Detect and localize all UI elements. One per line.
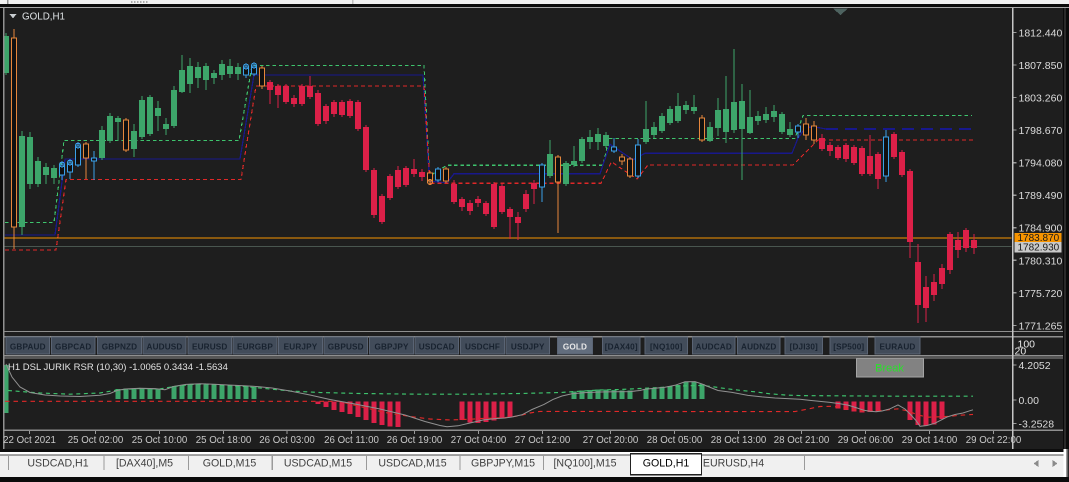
svg-text:EURUSD: EURUSD — [192, 343, 227, 352]
svg-text:GOLD,H1: GOLD,H1 — [22, 12, 65, 23]
svg-text:-3.2528: -3.2528 — [1019, 419, 1055, 431]
svg-text:USDJPY: USDJPY — [511, 343, 545, 352]
svg-text:H1 DSL JURIK RSR (10,30) -1.00: H1 DSL JURIK RSR (10,30) -1.0065 0.3434 … — [8, 362, 228, 373]
svg-text:1794.080: 1794.080 — [1019, 158, 1063, 170]
svg-text:[NQ100]: [NQ100] — [650, 343, 683, 352]
svg-text:GBPJPY,M15: GBPJPY,M15 — [471, 458, 535, 470]
svg-text:GBPJPY: GBPJPY — [374, 343, 409, 352]
svg-text:0.00: 0.00 — [1019, 395, 1040, 407]
svg-text:25 Oct 10:00: 25 Oct 10:00 — [132, 435, 188, 446]
svg-text:1783.870: 1783.870 — [1018, 233, 1060, 244]
svg-text:USDCHF: USDCHF — [465, 343, 500, 352]
svg-text:[SP500]: [SP500] — [833, 343, 864, 352]
svg-text:1780.310: 1780.310 — [1019, 255, 1063, 267]
svg-text:28 Oct 21:00: 28 Oct 21:00 — [774, 435, 830, 446]
svg-text:26 Oct 11:00: 26 Oct 11:00 — [324, 435, 379, 446]
svg-text:25 Oct 02:00: 25 Oct 02:00 — [68, 435, 124, 446]
svg-text:[DAX40],M5: [DAX40],M5 — [116, 458, 173, 470]
svg-text:USDCAD,M15: USDCAD,M15 — [284, 458, 352, 470]
svg-text:EURJPY: EURJPY — [284, 343, 318, 352]
svg-text:[NQ100],M15: [NQ100],M15 — [553, 458, 616, 470]
svg-text:[DAX40]: [DAX40] — [605, 343, 638, 352]
svg-text:25 Oct 18:00: 25 Oct 18:00 — [196, 435, 252, 446]
svg-text:22 Oct 2021: 22 Oct 2021 — [3, 435, 56, 446]
svg-text:100: 100 — [1018, 339, 1036, 351]
svg-text:GBPAUD: GBPAUD — [10, 343, 46, 352]
svg-text:27 Oct 12:00: 27 Oct 12:00 — [515, 435, 571, 446]
svg-text:27 Oct 04:00: 27 Oct 04:00 — [451, 435, 507, 446]
svg-text:USDCAD,M15: USDCAD,M15 — [378, 458, 446, 470]
svg-text:29 Oct 06:00: 29 Oct 06:00 — [838, 435, 894, 446]
svg-text:1807.850: 1807.850 — [1019, 60, 1063, 72]
svg-text:1798.670: 1798.670 — [1019, 125, 1063, 137]
svg-text:GOLD: GOLD — [563, 343, 587, 352]
svg-text:27 Oct 20:00: 27 Oct 20:00 — [583, 435, 639, 446]
svg-text:1812.440: 1812.440 — [1019, 28, 1063, 40]
svg-text:USDCAD,H1: USDCAD,H1 — [27, 458, 88, 470]
svg-text:29 Oct 22:00: 29 Oct 22:00 — [966, 435, 1022, 446]
svg-text:20: 20 — [1015, 346, 1027, 358]
svg-text:EURGBP: EURGBP — [237, 343, 273, 352]
svg-text:GOLD,M15: GOLD,M15 — [203, 458, 257, 470]
svg-text:Break: Break — [875, 363, 904, 375]
svg-text:26 Oct 19:00: 26 Oct 19:00 — [387, 435, 443, 446]
svg-text:AUDNZD: AUDNZD — [741, 343, 776, 352]
svg-text:[DJI30]: [DJI30] — [790, 343, 818, 352]
svg-text:AUDUSD: AUDUSD — [147, 343, 183, 352]
svg-text:GBPNZD: GBPNZD — [102, 343, 137, 352]
svg-text:29 Oct 14:00: 29 Oct 14:00 — [902, 435, 958, 446]
svg-text:1803.260: 1803.260 — [1019, 93, 1063, 105]
svg-text:AUDCAD: AUDCAD — [696, 343, 732, 352]
svg-text:EURUSD,H4: EURUSD,H4 — [703, 458, 764, 470]
svg-text:1771.265: 1771.265 — [1019, 320, 1063, 332]
svg-text:1782.930: 1782.930 — [1018, 242, 1060, 253]
svg-text:26 Oct 03:00: 26 Oct 03:00 — [259, 435, 315, 446]
svg-text:1789.490: 1789.490 — [1019, 190, 1063, 202]
svg-text:1784.900: 1784.900 — [1019, 223, 1063, 235]
svg-text:USDCAD: USDCAD — [419, 343, 455, 352]
svg-text:GBPCAD: GBPCAD — [55, 343, 91, 352]
svg-text:GBPUSD: GBPUSD — [328, 343, 364, 352]
svg-text:28 Oct 05:00: 28 Oct 05:00 — [647, 435, 703, 446]
svg-text:4.2052: 4.2052 — [1019, 360, 1051, 372]
svg-text:28 Oct 13:00: 28 Oct 13:00 — [711, 435, 767, 446]
svg-text:EURAUD: EURAUD — [880, 343, 916, 352]
svg-text:1775.720: 1775.720 — [1019, 288, 1063, 300]
svg-text:GOLD,H1: GOLD,H1 — [643, 458, 690, 470]
